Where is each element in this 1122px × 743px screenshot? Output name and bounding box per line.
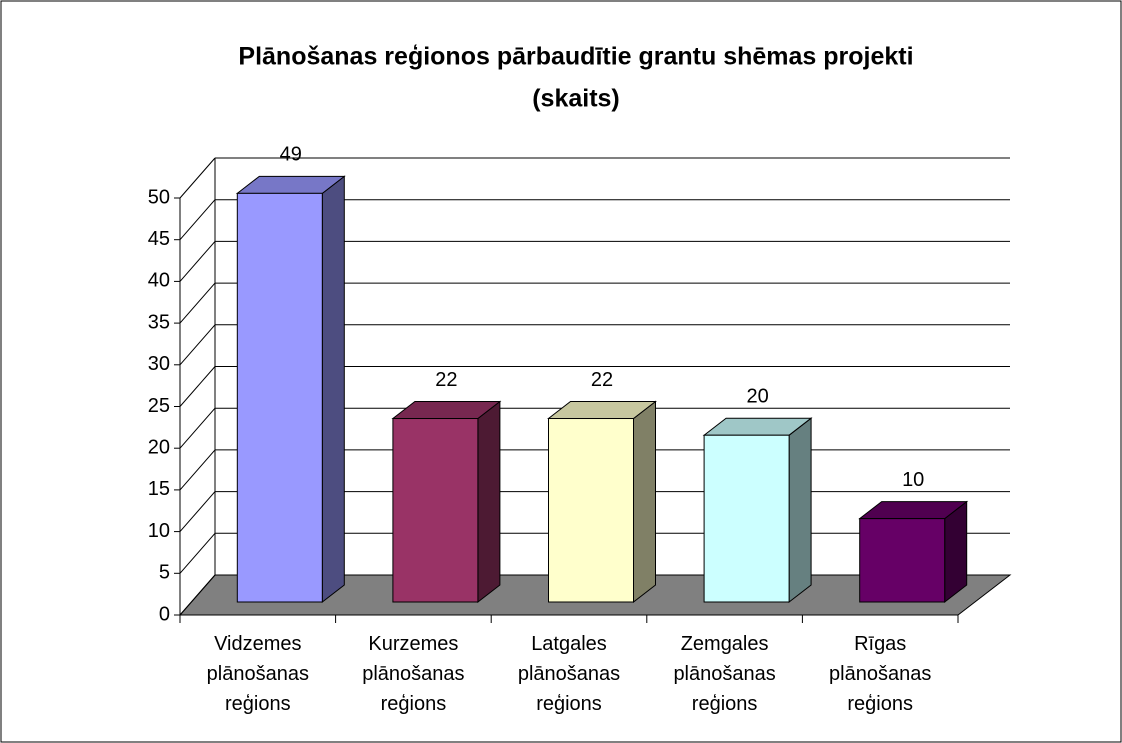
bar-side (321, 175, 345, 604)
x-tick-label-line: plānošanas (829, 663, 931, 685)
bar (392, 418, 479, 603)
x-tick-label: Vidzemes plānošanas reģions (207, 633, 309, 715)
x-tick-label-line: Zemgales (681, 633, 769, 655)
y-tick-label: 40 (148, 270, 170, 292)
y-tick-label: 30 (148, 353, 170, 375)
bar-side (633, 400, 656, 604)
grid-diagonal (179, 532, 216, 574)
x-tick-label-line: Latgales (531, 633, 607, 655)
chart-subtitle: (skaits) (532, 85, 620, 113)
y-tick-label: 35 (148, 311, 170, 333)
x-tick-label-line: reģions (536, 693, 602, 715)
x-tick-label-line: Vidzemes (214, 633, 301, 655)
value-label: 49 (280, 144, 302, 166)
grid-diagonal (179, 491, 216, 532)
value-label: 22 (435, 369, 457, 391)
grid-diagonal (179, 574, 216, 616)
x-tick-label: Latgales plānošanas reģions (518, 633, 620, 715)
x-tick-label-line: Kurzemes (368, 633, 458, 655)
x-tick-label-line: reģions (381, 693, 447, 715)
chart-title: Plānošanas reģionos pārbaudītie grantu s… (238, 43, 913, 71)
y-tick-label: 20 (148, 436, 170, 458)
x-tick-label-line: plānošanas (207, 663, 309, 685)
bar (859, 518, 946, 603)
grid-diagonal (179, 241, 216, 282)
x-tick-label-line: plānošanas (362, 663, 464, 685)
bar (548, 418, 634, 603)
value-label: 10 (902, 469, 924, 491)
x-tick-label-line: reģions (692, 693, 758, 715)
y-tick-label: 50 (148, 186, 170, 208)
x-tick-label-line: plānošanas (673, 663, 775, 685)
bar-side (788, 417, 812, 604)
grid-diagonal (179, 324, 216, 366)
y-tick-label: 25 (148, 395, 170, 417)
value-label: 20 (746, 385, 768, 407)
x-tick-label: Kurzemes plānošanas reģions (362, 633, 464, 715)
x-tick-label-line: reģions (225, 693, 291, 715)
y-tick-label: 5 (159, 562, 170, 584)
grid-diagonal (179, 199, 216, 241)
x-tick-label-line: plānošanas (518, 663, 620, 685)
grid-diagonal (179, 366, 216, 407)
bar (703, 434, 790, 603)
y-tick-label: 10 (148, 520, 170, 542)
bar (236, 192, 323, 603)
grid-diagonal (179, 157, 216, 199)
y-tick-label: 45 (148, 228, 170, 250)
grid-diagonal (179, 282, 216, 324)
value-label: 22 (591, 369, 613, 391)
x-tick-label-line: reģions (847, 693, 913, 715)
grid-diagonal (179, 449, 216, 491)
x-tick-label: Zemgales plānošanas reģions (673, 633, 775, 715)
grid-diagonal (179, 407, 216, 449)
bar-side (477, 400, 501, 604)
y-tick-label: 15 (148, 478, 170, 500)
y-tick-label: 0 (159, 603, 170, 625)
x-tick-label: Rīgas plānošanas reģions (829, 633, 931, 715)
x-tick-label-line: Rīgas (854, 633, 906, 655)
